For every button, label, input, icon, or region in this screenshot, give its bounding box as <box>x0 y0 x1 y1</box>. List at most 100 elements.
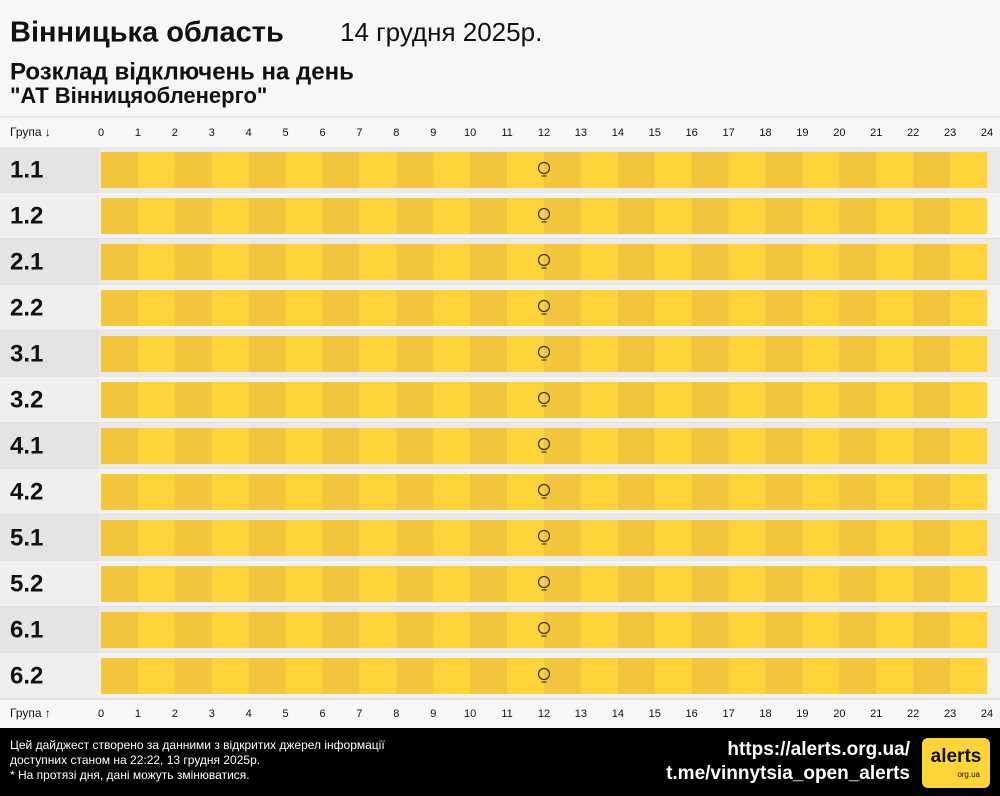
hour-cell <box>544 244 582 280</box>
hour-cell <box>248 474 286 510</box>
footer-bar <box>0 728 1000 796</box>
hour-cell <box>248 198 286 234</box>
hour-cell <box>765 566 803 602</box>
hour-label: 2 <box>172 708 178 720</box>
hour-cell <box>691 382 729 418</box>
group-label: 5.2 <box>10 570 43 597</box>
hour-cell <box>433 152 471 188</box>
hour-cell <box>359 198 397 234</box>
hour-cell <box>913 520 951 556</box>
hour-cell <box>322 382 360 418</box>
hour-cell <box>691 244 729 280</box>
hour-cell <box>285 566 323 602</box>
label-cell <box>0 331 99 377</box>
group-header: Група ↑ <box>10 706 51 720</box>
hour-cell <box>580 566 619 602</box>
hour-cell <box>248 382 286 418</box>
link[interactable]: t.me/vinnytsia_open_alerts <box>666 763 910 784</box>
hour-label: 24 <box>981 127 993 139</box>
group-label: 4.2 <box>10 478 43 505</box>
hour-cell <box>470 382 508 418</box>
hour-cell <box>839 244 877 280</box>
hour-cell <box>101 428 139 464</box>
bulb-icon <box>537 299 551 313</box>
hour-cell <box>322 198 360 234</box>
hour-cell <box>396 520 434 556</box>
hour-cell <box>101 152 139 188</box>
hour-cell <box>580 612 619 648</box>
hour-cell <box>137 290 176 326</box>
hour-cell <box>174 198 213 234</box>
hour-cell <box>470 520 508 556</box>
bulb-icon <box>537 207 551 221</box>
hour-cell <box>101 566 139 602</box>
hour-cell <box>913 336 951 372</box>
hour-cell <box>544 382 582 418</box>
hour-cell <box>359 612 397 648</box>
hour-cell <box>580 428 619 464</box>
hour-cell <box>359 152 397 188</box>
hour-cell <box>396 612 434 648</box>
hour-cell <box>839 520 877 556</box>
hour-cell <box>802 612 840 648</box>
hour-cell <box>654 152 692 188</box>
link[interactable]: https://alerts.org.ua/ <box>727 739 910 760</box>
hour-cell <box>876 382 914 418</box>
hour-cell <box>359 428 397 464</box>
hour-cell <box>174 244 213 280</box>
hour-cell <box>470 612 508 648</box>
hour-cell <box>322 658 360 694</box>
hour-cell <box>470 566 508 602</box>
hour-cell <box>507 382 545 418</box>
hour-cell <box>285 336 323 372</box>
hour-label: 21 <box>870 708 882 720</box>
hour-cell <box>544 566 582 602</box>
hour-cell <box>248 244 286 280</box>
hour-cell <box>396 658 434 694</box>
hour-cell <box>211 152 249 188</box>
label-cell <box>0 193 99 239</box>
hour-cell <box>470 428 508 464</box>
hour-cell <box>691 290 729 326</box>
hour-cell <box>137 336 176 372</box>
group-label: 1.1 <box>10 156 43 183</box>
hour-cell <box>396 428 434 464</box>
hour-cell <box>211 612 249 648</box>
hour-cell <box>876 474 914 510</box>
hour-cell <box>285 612 323 648</box>
hour-cell <box>913 566 951 602</box>
hour-cell <box>580 336 619 372</box>
hour-label: 9 <box>430 708 436 720</box>
hour-cell <box>544 612 582 648</box>
hour-cell <box>950 382 988 418</box>
hour-cell <box>765 612 803 648</box>
hour-cell <box>470 244 508 280</box>
hour-label: 5 <box>283 127 289 139</box>
hour-label: 15 <box>649 708 661 720</box>
hour-cell <box>839 198 877 234</box>
hour-cell <box>691 198 729 234</box>
label-cell <box>0 423 99 469</box>
label-cell <box>0 239 99 285</box>
date: 14 грудня 2025р. <box>340 17 542 47</box>
hour-cell <box>765 198 803 234</box>
hour-cell <box>950 336 988 372</box>
bulb-icon <box>537 437 551 451</box>
hour-cell <box>101 520 139 556</box>
hour-cell <box>765 152 803 188</box>
hour-cell <box>211 290 249 326</box>
hour-cell <box>174 520 213 556</box>
hour-cell <box>654 474 692 510</box>
hour-cell <box>507 658 545 694</box>
hour-cell <box>211 520 249 556</box>
hour-cell <box>174 336 213 372</box>
hour-cell <box>544 198 582 234</box>
bulb-icon <box>537 253 551 267</box>
hour-cell <box>876 198 914 234</box>
hour-cell <box>248 428 286 464</box>
hour-cell <box>691 520 729 556</box>
hour-cell <box>507 566 545 602</box>
hour-cell <box>580 244 619 280</box>
hour-cell <box>248 612 286 648</box>
hour-cell <box>728 336 766 372</box>
